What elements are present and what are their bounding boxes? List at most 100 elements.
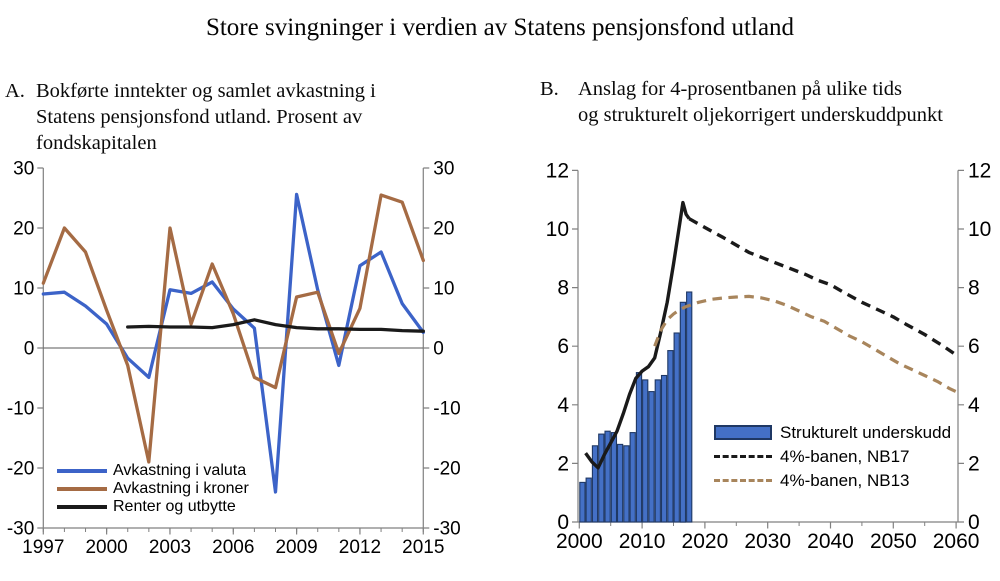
series-line-1 [41, 193, 425, 464]
legend-label: Strukturelt underskudd [780, 423, 952, 442]
x-axis-label: 2015 [402, 537, 444, 558]
bar-2011 [648, 391, 655, 523]
legend-item-avkastning-i-kroner: Avkastning i kroner [57, 480, 249, 497]
y-axis-label-left: 20 [13, 219, 34, 240]
panel-b-title-line-2: og strukturelt oljekorrigert underskuddp… [578, 104, 943, 126]
y-axis-label-left: -30 [7, 519, 34, 540]
legend-label: Renter og utbytte [113, 498, 236, 515]
series-line-0 [41, 192, 425, 494]
x-axis-label: 2000 [85, 537, 127, 558]
y-axis-label-right: 4 [968, 394, 980, 417]
y-axis-label-left: 0 [24, 339, 35, 360]
y-axis-label-left: 10 [546, 218, 569, 241]
y-axis-label-right: -10 [433, 399, 460, 420]
y-axis-label-left: 30 [13, 160, 34, 180]
y-axis-label-left: 6 [557, 335, 569, 358]
nb17-solid-line [584, 200, 691, 470]
chart-a-legend: Avkastning i valuta Avkastning i kroner … [57, 462, 249, 515]
y-axis-label-left: 10 [13, 279, 34, 300]
legend-item-avkastning-i-valuta: Avkastning i valuta [57, 462, 249, 479]
y-axis-label-right: -30 [433, 519, 460, 540]
nb17-dashed-line [688, 217, 958, 357]
panel-a-title: Bokførte inntekter og samlet avkastning … [36, 78, 376, 156]
legend-item-renter-og-utbytte: Renter og utbytte [57, 498, 249, 515]
y-axis-label-left: -20 [7, 459, 34, 480]
legend-item-nb17: 4%-banen, NB17 [714, 448, 951, 465]
legend-label: 4%-banen, NB13 [780, 471, 910, 490]
x-axis-label: 2020 [682, 530, 729, 553]
bar-swatch [714, 425, 772, 440]
bar-2005 [610, 432, 618, 523]
y-axis-label-left: 0 [557, 511, 569, 534]
y-axis-label-right: 8 [968, 277, 980, 300]
y-axis-label-right: 10 [433, 279, 454, 300]
panel-a-title-line-2: Statens pensjonsfond utland. Prosent av [36, 106, 363, 128]
y-axis-label-left: 12 [546, 160, 569, 182]
y-axis-label-right: 20 [433, 219, 454, 240]
y-axis-label-left: 2 [557, 452, 569, 475]
brown-dashed-swatch [714, 479, 772, 482]
legend-label: Avkastning i valuta [113, 462, 247, 479]
bar-2010 [642, 379, 649, 523]
y-axis-label-right: 12 [968, 160, 991, 182]
y-axis-label-right: 2 [968, 452, 980, 475]
legend-label: Avkastning i kroner [113, 480, 249, 497]
x-axis-label: 2006 [212, 537, 254, 558]
bar-2000 [579, 481, 586, 523]
y-axis-label-left: 8 [557, 277, 569, 300]
bar-2001 [585, 477, 592, 523]
chart-b-legend: Strukturelt underskudd 4%-banen, NB17 4%… [714, 424, 951, 489]
y-axis-label-right: 0 [433, 339, 444, 360]
bar-2015 [673, 332, 680, 523]
bar-2017 [686, 291, 693, 523]
chart-b: 0 0 2 2 4 4 6 6 8 8 10 10 12 12 2000 2010 2020 2030 2040 20… [546, 160, 992, 553]
black-line-swatch [57, 505, 107, 509]
y-axis-label-right: 6 [968, 335, 980, 358]
y-axis-label-right: 10 [968, 218, 991, 241]
panel-a-label: A. [5, 80, 25, 102]
y-axis-label-left: -10 [7, 399, 34, 420]
bar-2013 [660, 374, 668, 523]
nb13-dashed-line [653, 294, 957, 394]
x-axis-label: 2060 [933, 530, 980, 553]
y-axis-label-right: 0 [968, 511, 980, 534]
panel-b-title-line-1: Anslag for 4-prosentbanen på ulike tids [578, 78, 902, 100]
y-axis-label-right: 30 [433, 160, 454, 180]
panel-b-heading: B. Anslag for 4-prosentbanen på ulike ti… [540, 76, 943, 128]
bar-2006 [616, 443, 624, 523]
panel-a-heading: A. Bokførte inntekter og samlet avkastni… [5, 78, 376, 156]
bar-2004 [604, 430, 611, 523]
x-axis-label: 1997 [22, 537, 64, 558]
panel-b-label: B. [540, 78, 559, 100]
bar-2014 [667, 350, 674, 523]
bar-2002 [591, 445, 599, 523]
bar-2008 [629, 432, 636, 523]
x-axis-label: 2040 [807, 530, 854, 553]
panel-b-title: Anslag for 4-prosentbanen på ulike tids … [578, 76, 943, 128]
y-axis-label-right: -20 [433, 459, 460, 480]
x-axis-label: 2009 [275, 537, 317, 558]
panel-a-title-line-3: fondskapitalen [36, 132, 157, 154]
legend-label: 4%-banen, NB17 [780, 447, 910, 466]
bar-2012 [654, 379, 661, 523]
x-axis-label: 2012 [339, 537, 381, 558]
x-axis-label: 2003 [149, 537, 191, 558]
legend-item-nb13: 4%-banen, NB13 [714, 472, 951, 489]
series-line-2 [126, 318, 425, 333]
bar-2007 [623, 445, 630, 523]
bar-2003 [598, 433, 605, 523]
bar-2016 [679, 301, 687, 523]
x-axis-label: 2030 [744, 530, 791, 553]
figure-title: Store svingninger i verdien av Statens p… [205, 14, 795, 41]
panel-a-title-line-1: Bokførte inntekter og samlet avkastning … [36, 80, 376, 102]
brown-line-swatch [57, 487, 107, 491]
x-axis-label: 2000 [556, 530, 603, 553]
blue-line-swatch [57, 469, 107, 473]
legend-item-strukturelt-underskudd: Strukturelt underskudd [714, 424, 951, 441]
chart-a: -30 -30 -20 -20 -10 -10 0 0 10 10 20 20 30 30 1997 2000… [7, 160, 461, 558]
y-axis-label-left: 4 [557, 394, 569, 417]
black-dashed-swatch [714, 455, 772, 458]
x-axis-label: 2050 [870, 530, 917, 553]
x-axis-label: 2010 [619, 530, 666, 553]
